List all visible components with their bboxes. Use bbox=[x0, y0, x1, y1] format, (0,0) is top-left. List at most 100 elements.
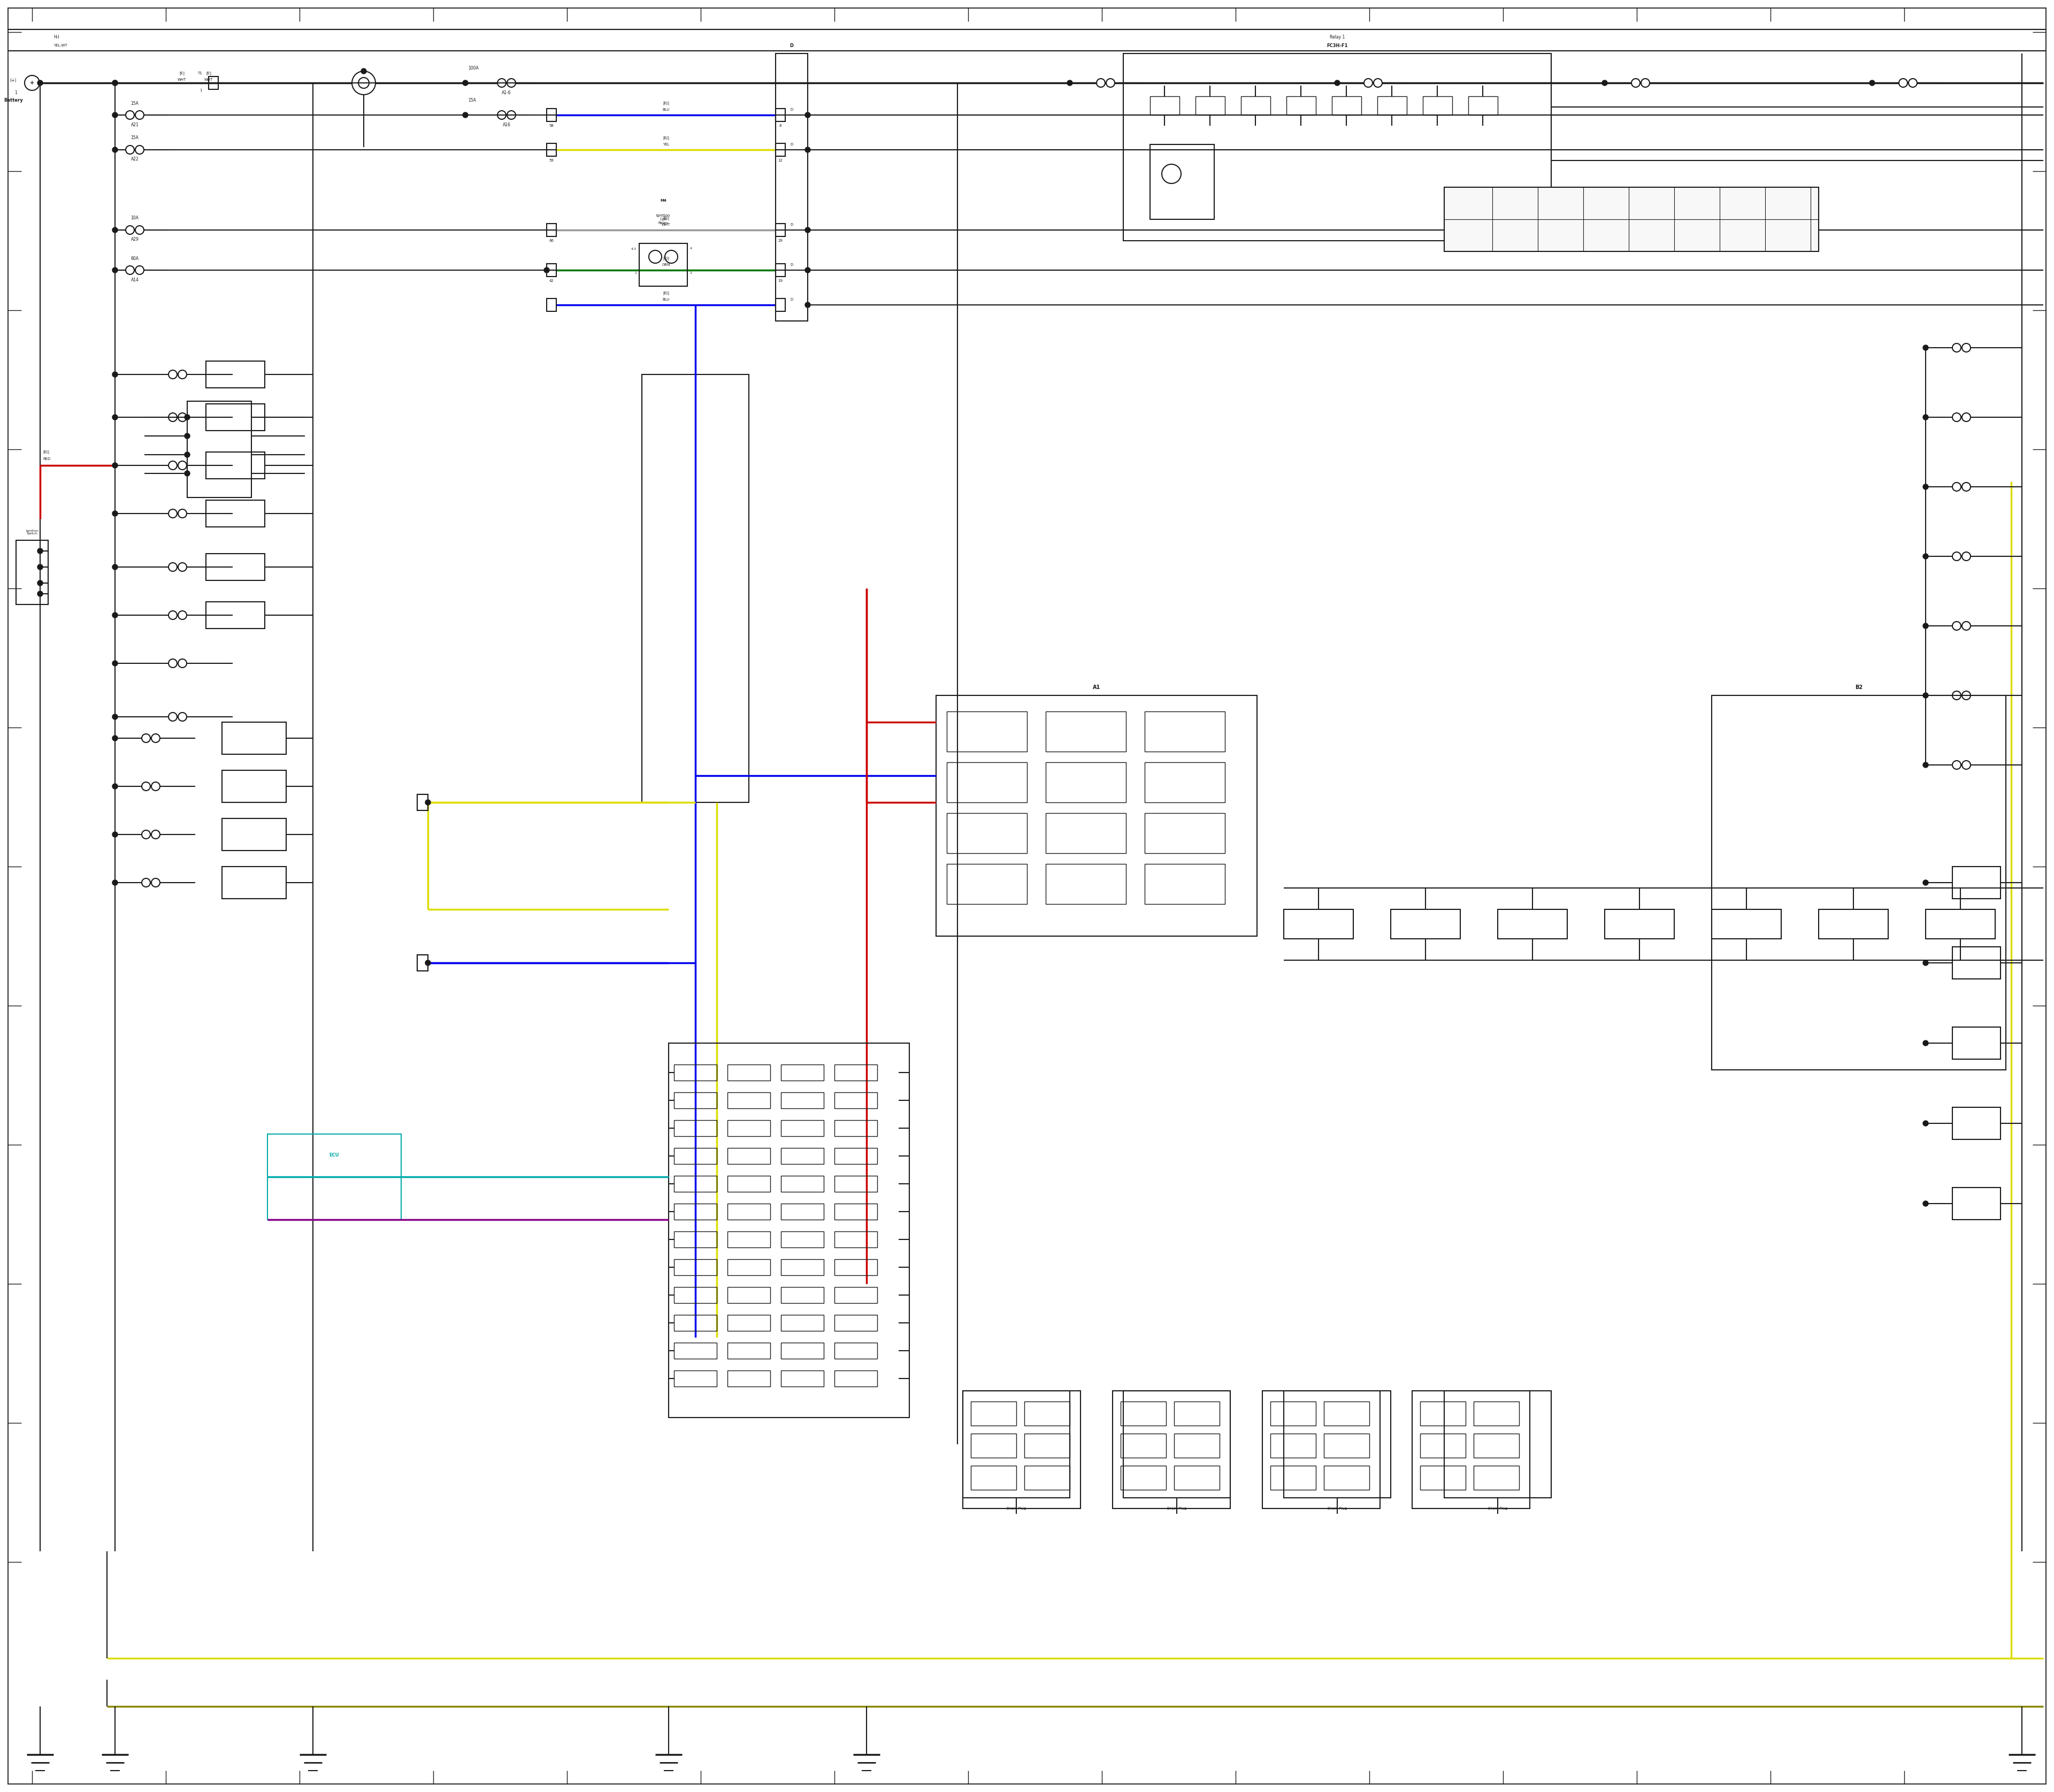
Circle shape bbox=[1641, 79, 1649, 88]
Circle shape bbox=[805, 147, 811, 152]
Circle shape bbox=[168, 371, 177, 378]
Bar bbox=[1195, 97, 1224, 115]
Circle shape bbox=[1923, 961, 1929, 966]
Circle shape bbox=[1962, 344, 1970, 351]
Text: D: D bbox=[791, 43, 793, 48]
Circle shape bbox=[1953, 482, 1962, 491]
Bar bbox=[727, 1093, 770, 1109]
Bar bbox=[1175, 1434, 1220, 1457]
Circle shape bbox=[1923, 1041, 1929, 1047]
Text: Drain Plug: Drain Plug bbox=[1167, 1507, 1187, 1511]
Text: Drain Plug: Drain Plug bbox=[1327, 1507, 1347, 1511]
Bar bbox=[267, 1134, 401, 1220]
Circle shape bbox=[185, 414, 189, 419]
Bar bbox=[776, 54, 807, 321]
Text: Ignition
Coil
Relay: Ignition Coil Relay bbox=[655, 213, 670, 224]
Circle shape bbox=[152, 735, 160, 742]
Bar bbox=[947, 864, 1027, 903]
Circle shape bbox=[113, 228, 117, 233]
Circle shape bbox=[497, 111, 505, 120]
Text: 66: 66 bbox=[548, 238, 555, 242]
Bar bbox=[963, 1391, 1080, 1509]
Bar bbox=[834, 1204, 877, 1220]
Circle shape bbox=[507, 111, 516, 120]
Text: 42: 42 bbox=[548, 280, 555, 283]
Bar bbox=[1331, 97, 1362, 115]
Circle shape bbox=[1923, 554, 1929, 559]
Circle shape bbox=[113, 267, 117, 272]
Circle shape bbox=[113, 564, 117, 570]
Circle shape bbox=[1163, 165, 1181, 183]
Circle shape bbox=[1953, 344, 1962, 351]
Text: A1: A1 bbox=[1093, 685, 1101, 690]
Bar bbox=[834, 1371, 877, 1387]
Circle shape bbox=[1908, 79, 1916, 88]
Bar bbox=[1121, 1434, 1167, 1457]
Circle shape bbox=[142, 830, 150, 839]
Bar bbox=[781, 1231, 824, 1247]
Bar bbox=[1953, 946, 2001, 978]
Bar bbox=[1469, 97, 1497, 115]
Bar bbox=[641, 375, 750, 803]
Text: WHT: WHT bbox=[203, 79, 214, 81]
Bar bbox=[1391, 909, 1460, 939]
Text: [EJ]: [EJ] bbox=[663, 256, 670, 260]
Bar bbox=[1953, 867, 2001, 898]
Text: A1-6: A1-6 bbox=[501, 90, 511, 95]
Text: 12: 12 bbox=[778, 159, 783, 161]
Bar bbox=[1124, 1391, 1230, 1498]
Bar bbox=[546, 109, 557, 122]
Circle shape bbox=[1631, 79, 1639, 88]
Text: +: + bbox=[31, 81, 35, 86]
Bar bbox=[1444, 186, 1818, 251]
Text: WHT: WHT bbox=[177, 79, 187, 81]
Circle shape bbox=[168, 509, 177, 518]
Circle shape bbox=[462, 81, 468, 86]
Text: 4,3: 4,3 bbox=[631, 247, 637, 251]
Circle shape bbox=[425, 961, 431, 966]
Circle shape bbox=[113, 81, 117, 86]
Text: [EJ]: [EJ] bbox=[663, 102, 670, 106]
Circle shape bbox=[152, 878, 160, 887]
Bar bbox=[1144, 864, 1224, 903]
Bar bbox=[1045, 711, 1126, 751]
Bar bbox=[781, 1342, 824, 1358]
Bar bbox=[1025, 1434, 1070, 1457]
Text: Drain Plug: Drain Plug bbox=[1006, 1507, 1025, 1511]
Circle shape bbox=[1923, 346, 1929, 351]
Text: 19: 19 bbox=[778, 280, 783, 283]
Text: A16: A16 bbox=[503, 122, 511, 127]
Bar bbox=[727, 1315, 770, 1331]
Bar bbox=[1025, 1466, 1070, 1489]
Text: RED: RED bbox=[43, 457, 51, 461]
Bar bbox=[727, 1176, 770, 1192]
Bar bbox=[972, 1466, 1017, 1489]
Bar bbox=[1045, 762, 1126, 803]
Circle shape bbox=[113, 81, 117, 86]
Bar bbox=[834, 1149, 877, 1165]
Bar bbox=[1284, 909, 1354, 939]
Bar bbox=[1269, 1401, 1317, 1426]
Text: [E]: [E] bbox=[179, 72, 185, 75]
Circle shape bbox=[357, 77, 370, 88]
Bar bbox=[781, 1176, 824, 1192]
Bar bbox=[947, 814, 1027, 853]
Bar bbox=[1325, 1401, 1370, 1426]
Text: T1: T1 bbox=[197, 72, 201, 75]
Text: [EJ]: [EJ] bbox=[43, 450, 49, 453]
Text: FC3H-F1: FC3H-F1 bbox=[1327, 43, 1347, 48]
Circle shape bbox=[37, 591, 43, 597]
Text: [EJ]: [EJ] bbox=[663, 292, 670, 296]
Circle shape bbox=[1923, 484, 1929, 489]
Circle shape bbox=[185, 471, 189, 477]
Bar bbox=[727, 1204, 770, 1220]
Bar bbox=[781, 1204, 824, 1220]
Circle shape bbox=[1107, 79, 1115, 88]
Bar bbox=[1325, 1466, 1370, 1489]
Bar bbox=[834, 1093, 877, 1109]
Text: 1: 1 bbox=[199, 90, 201, 91]
Circle shape bbox=[462, 113, 468, 118]
Bar bbox=[222, 722, 286, 754]
Circle shape bbox=[168, 563, 177, 572]
Circle shape bbox=[362, 68, 366, 73]
